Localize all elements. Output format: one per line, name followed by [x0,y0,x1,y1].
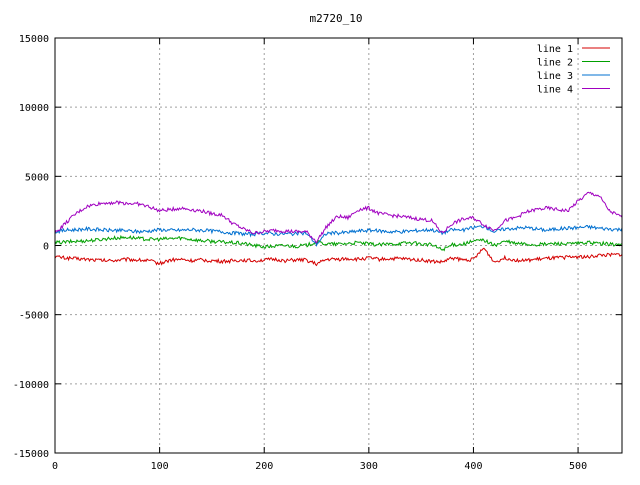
y-tick-label: -15000 [13,449,49,460]
grid-layer [55,38,622,453]
y-tick-label: -10000 [13,380,49,391]
x-tick-label: 100 [151,461,169,472]
y-tick-label: 10000 [19,103,49,114]
series-line-4 [54,191,623,244]
series-line-3 [54,224,623,247]
y-tick-label: -5000 [19,311,49,322]
x-tick-label: 500 [569,461,587,472]
y-tick-label: 15000 [19,34,49,45]
series-line-1 [54,247,623,267]
legend-label: line 1 [537,44,573,55]
x-tick-label: 0 [52,461,58,472]
legend-label: line 4 [537,85,573,96]
series-layer [54,191,623,267]
y-tick-label: 0 [43,242,49,253]
y-tick-label: 5000 [25,172,49,183]
x-axis-ticks: 0 100 200 300 400 500 [52,38,587,472]
x-tick-label: 300 [360,461,378,472]
legend-label: line 3 [537,71,573,82]
y-axis-ticks: -15000 -10000 -5000 0 5000 10000 15000 [13,34,622,460]
legend: line 1 line 2 line 3 line 4 [537,44,610,96]
legend-label: line 2 [537,58,573,69]
x-tick-label: 200 [255,461,273,472]
x-tick-label: 400 [464,461,482,472]
series-line-2 [54,234,623,252]
chart-title: m2720_10 [310,12,363,25]
